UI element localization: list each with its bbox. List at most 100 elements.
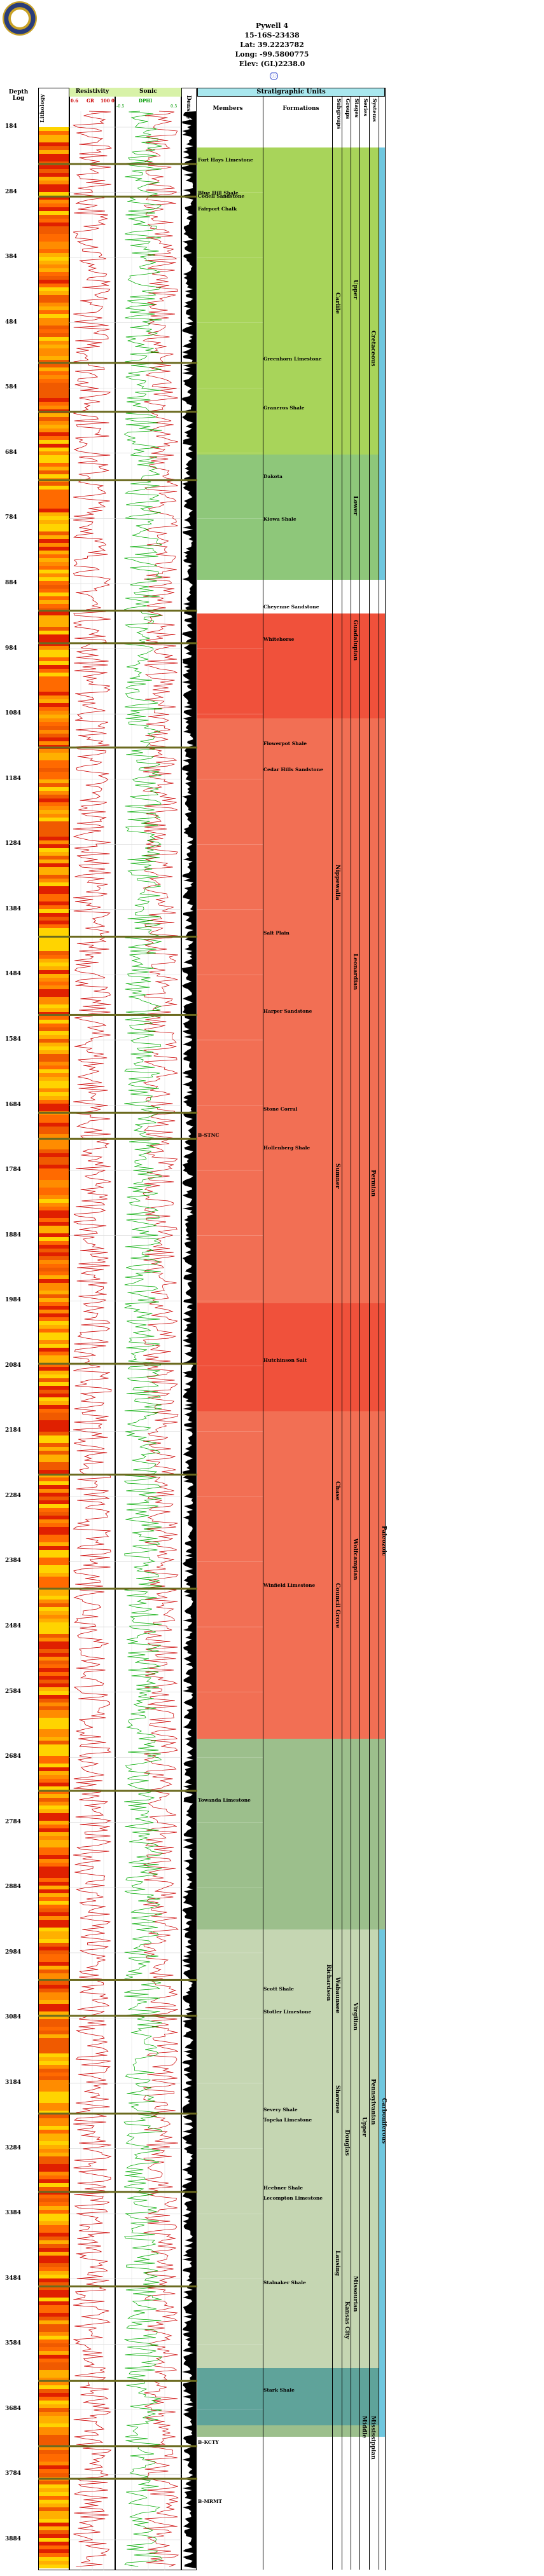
lithology-cell xyxy=(39,1386,69,1390)
unit-virgilian: Virgilian xyxy=(352,2003,358,2031)
lithology-cell xyxy=(39,1432,69,1435)
lithology-cell xyxy=(39,924,69,928)
lithology-cell xyxy=(39,188,69,192)
lithology-cell xyxy=(39,1188,69,1191)
lithology-cell xyxy=(39,1127,69,1130)
lithology-cell xyxy=(39,917,69,921)
lithology-cell xyxy=(39,1371,69,1374)
cretaceous-lower-band xyxy=(197,455,385,580)
lithology-cell xyxy=(39,2370,69,2374)
lithology-cell xyxy=(39,2095,69,2099)
lithology-cell xyxy=(39,593,69,596)
lithology-cell xyxy=(39,2526,69,2530)
depth-label: 984 xyxy=(5,645,17,652)
lithology-cell xyxy=(39,2301,69,2305)
lithology-cell xyxy=(39,2484,69,2488)
lithology-cell xyxy=(39,1828,69,1832)
formation-marker xyxy=(38,2015,197,2017)
unit-chase: Chase xyxy=(334,1481,340,1501)
unit-mississippian: Mississippian xyxy=(370,2416,376,2460)
lithology-cell xyxy=(39,1607,69,1611)
lithology-cell xyxy=(39,2412,69,2416)
depth-label: 184 xyxy=(5,123,17,130)
lithology-cell xyxy=(39,501,69,505)
lithology-cell xyxy=(39,2137,69,2141)
lithology-cell xyxy=(39,1233,69,1237)
lithology-cell xyxy=(39,779,69,783)
depth-label: 3884 xyxy=(5,2536,22,2542)
lithology-cell xyxy=(39,444,69,448)
lithology-cell xyxy=(39,1580,69,1584)
lithology-cell xyxy=(39,2076,69,2080)
lithology-cell xyxy=(39,2160,69,2164)
lithology-cell xyxy=(39,1416,69,1420)
lithology-cell xyxy=(39,173,69,177)
lithology-cell xyxy=(39,1405,69,1409)
lithology-cell xyxy=(39,783,69,787)
lithology-cell xyxy=(39,1203,69,1207)
lithology-cell xyxy=(39,1485,69,1489)
unit-wolfcampian: Wolfcampian xyxy=(352,1538,358,1580)
lithology-cell xyxy=(39,2298,69,2301)
lithology-cell xyxy=(39,1252,69,1256)
lithology-cell xyxy=(39,722,69,726)
lithology-cell xyxy=(39,169,69,173)
lithology-cell xyxy=(39,882,69,886)
lithology-cell xyxy=(39,1924,69,1928)
formation-marker xyxy=(38,195,197,198)
lithology-cell xyxy=(39,436,69,440)
lithology-cell xyxy=(39,1592,69,1596)
lithology-cell xyxy=(39,2488,69,2492)
lithology-cell xyxy=(39,1687,69,1691)
lithology-cell xyxy=(39,2374,69,2378)
lithology-cell xyxy=(39,2496,69,2500)
lithology-cell xyxy=(39,619,69,623)
lithology-cell xyxy=(39,1497,69,1500)
info-circle-icon[interactable]: ⓘ xyxy=(270,72,278,80)
member-label: Fort Hays Limestone xyxy=(198,157,253,163)
lithology-cell xyxy=(39,2046,69,2050)
formation-marker xyxy=(38,1474,197,1476)
depth-label: 2284 xyxy=(5,1492,22,1499)
lithology-cell xyxy=(39,413,69,417)
unit-lansing: Lansing xyxy=(334,2251,340,2277)
lithology-cell xyxy=(39,1683,69,1687)
lithology-cell xyxy=(39,1020,69,1024)
lithology-cell xyxy=(39,1245,69,1249)
lithology-cell xyxy=(39,825,69,829)
lithology-cell xyxy=(39,2355,69,2359)
lithology-cell xyxy=(39,638,69,642)
formation-marker xyxy=(38,2477,197,2480)
lithology-cell xyxy=(39,245,69,249)
lithology-cell xyxy=(39,146,69,150)
lithology-cell xyxy=(39,348,69,352)
lithology-cell xyxy=(39,821,69,825)
lithology-cell xyxy=(39,974,69,978)
lithology-cell xyxy=(39,1512,69,1516)
lithology-cell xyxy=(39,230,69,234)
lithology-cell xyxy=(39,1397,69,1401)
lithology-cell xyxy=(39,2198,69,2202)
lithology-cell xyxy=(39,1954,69,1958)
lithology-cell xyxy=(39,860,69,863)
lithology-cell xyxy=(39,1729,69,1733)
lithology-cell xyxy=(39,1573,69,1577)
depth-label: 2984 xyxy=(5,1949,22,1956)
lithology-cell xyxy=(39,833,69,837)
lithology-cell xyxy=(39,2378,69,2381)
unit-middle: Middle xyxy=(361,2416,367,2439)
lithology-cell xyxy=(39,310,69,314)
members-header: Members xyxy=(213,106,243,112)
lithology-cell xyxy=(39,2534,69,2538)
lithology-cell xyxy=(39,1046,69,1050)
lithology-cell xyxy=(39,1947,69,1950)
lithology-cell xyxy=(39,261,69,264)
lithology-cell xyxy=(39,2187,69,2191)
lithology-cell xyxy=(39,1851,69,1855)
lithology-cell xyxy=(39,2168,69,2172)
depth-label: 3484 xyxy=(5,2275,22,2282)
lithology-cell xyxy=(39,2164,69,2168)
lithology-cell xyxy=(39,1523,69,1527)
density-title: Density xyxy=(185,95,192,120)
